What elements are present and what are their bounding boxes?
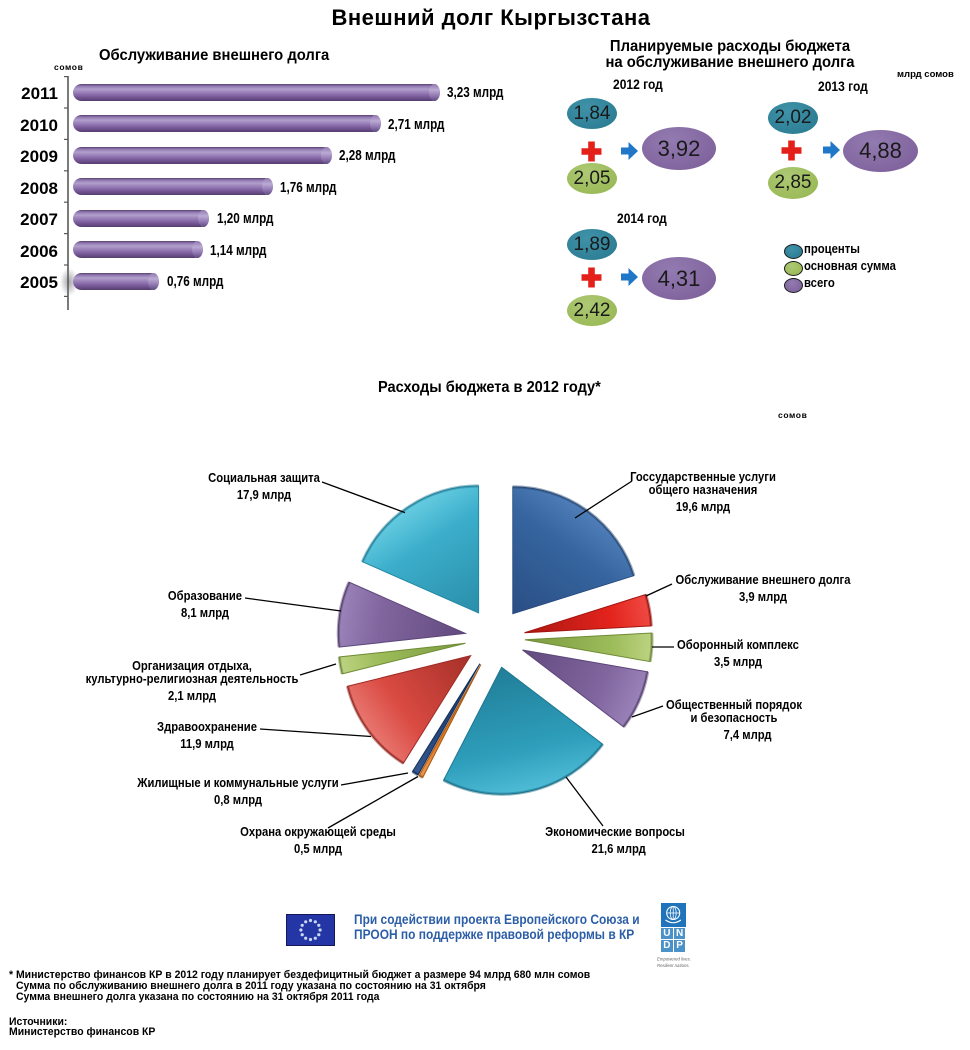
svg-text:Empowered lives.: Empowered lives. (657, 957, 691, 962)
svg-text:Resilient nations.: Resilient nations. (657, 963, 690, 968)
